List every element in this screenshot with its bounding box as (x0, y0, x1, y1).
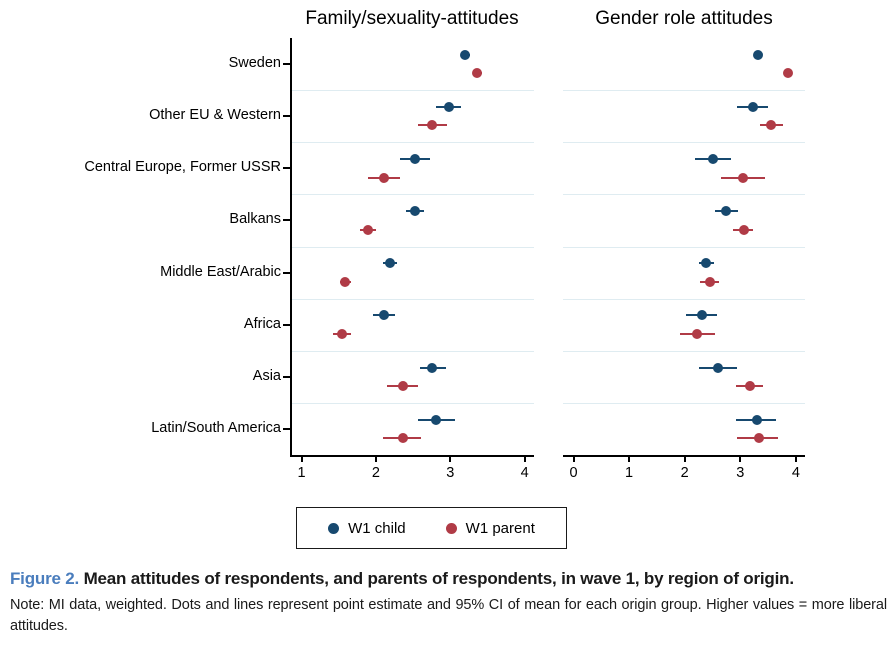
row-label: Middle East/Arabic (160, 263, 281, 280)
x-tick-label: 2 (371, 465, 380, 481)
x-tick (300, 456, 303, 462)
row-separator (290, 402, 534, 404)
data-point-parent (427, 120, 438, 131)
y-tick (283, 115, 290, 118)
x-tick (794, 456, 797, 462)
y-tick (283, 271, 290, 274)
row-label: Asia (252, 367, 281, 384)
data-point-parent (337, 328, 348, 339)
figure-caption: Figure 2. Mean attitudes of respondents,… (10, 566, 887, 591)
data-point-parent (782, 68, 793, 79)
x-tick (683, 456, 686, 462)
data-point-child (701, 258, 712, 269)
y-tick (283, 219, 290, 222)
row-label: Africa (243, 315, 281, 332)
row-separator (563, 142, 805, 144)
w1-child-dot-icon (328, 522, 340, 534)
legend: W1 child W1 parent (296, 507, 567, 549)
row-separator (290, 298, 534, 300)
data-point-child (410, 154, 421, 165)
data-point-child (748, 101, 759, 112)
data-point-parent (744, 381, 755, 391)
x-tick (523, 456, 526, 462)
row-separator (290, 90, 534, 92)
data-point-child (443, 101, 454, 112)
row-separator (563, 90, 805, 92)
figure-caption-text: Mean attitudes of respondents, and paren… (79, 569, 794, 588)
data-point-child (697, 310, 708, 321)
row-label: Other EU & Western (149, 107, 281, 124)
figure-note: Note: MI data, weighted. Dots and lines … (10, 597, 887, 634)
data-point-parent (738, 172, 749, 183)
x-tick (449, 456, 452, 462)
row-separator (563, 298, 805, 300)
data-point-child (379, 310, 390, 321)
x-tick-label: 1 (297, 465, 306, 481)
x-tick-label: 3 (446, 465, 455, 481)
panel-title-gender-role: Gender role attitudes (595, 8, 773, 29)
x-tick-label: 0 (569, 465, 578, 481)
data-point-parent (362, 224, 373, 235)
x-axis-line (563, 455, 805, 457)
data-point-child (431, 414, 442, 425)
row-separator (290, 194, 534, 196)
data-point-child (460, 49, 471, 60)
x-tick (374, 456, 377, 462)
data-point-parent (340, 276, 351, 287)
y-tick (283, 427, 290, 430)
data-point-child (385, 258, 396, 269)
row-separator (563, 350, 805, 352)
w1-parent-dot-icon (445, 522, 457, 534)
data-point-child (427, 362, 438, 373)
row-separator (563, 194, 805, 196)
y-tick (283, 63, 290, 66)
data-point-parent (692, 328, 703, 339)
data-point-parent (753, 433, 764, 444)
y-tick (283, 375, 290, 378)
data-point-child (753, 49, 764, 60)
data-point-child (751, 414, 762, 425)
x-tick-label: 4 (791, 465, 800, 481)
data-point-parent (397, 381, 408, 391)
x-tick (739, 456, 742, 462)
data-point-parent (704, 276, 715, 287)
data-point-child (409, 206, 420, 217)
row-separator (563, 402, 805, 404)
legend-label-w1-parent: W1 parent (465, 519, 535, 537)
data-point-parent (379, 172, 390, 183)
data-point-child (708, 154, 719, 165)
y-tick (283, 323, 290, 326)
row-label: Balkans (229, 211, 281, 228)
x-tick-label: 4 (520, 465, 529, 481)
row-separator (290, 350, 534, 352)
data-point-parent (397, 433, 408, 444)
x-tick (572, 456, 575, 462)
row-separator (290, 142, 534, 144)
legend-item-w1-parent: W1 parent (445, 519, 535, 537)
data-point-parent (765, 120, 776, 131)
y-axis-line (290, 38, 292, 456)
row-separator (290, 246, 534, 248)
data-point-child (712, 362, 723, 373)
legend-label-w1-child: W1 child (348, 519, 406, 537)
x-axis-line (290, 455, 534, 457)
data-point-parent (472, 68, 483, 79)
legend-item-w1-child: W1 child (328, 520, 406, 537)
x-tick-label: 2 (680, 465, 689, 481)
data-point-parent (738, 224, 749, 235)
figure-caption-label: Figure 2. (10, 569, 80, 588)
row-label: Sweden (228, 55, 281, 72)
x-tick (628, 456, 631, 462)
panel-title-family-sexuality: Family/sexuality-attitudes (305, 8, 519, 29)
row-label: Central Europe, Former USSR (84, 159, 281, 176)
row-label: Latin/South America (151, 419, 281, 436)
x-tick-label: 1 (625, 465, 634, 481)
row-separator (563, 246, 805, 248)
data-point-child (720, 206, 731, 217)
y-tick (283, 167, 290, 170)
x-tick-label: 3 (736, 465, 745, 481)
